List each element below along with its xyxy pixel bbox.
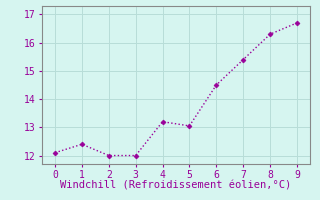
- X-axis label: Windchill (Refroidissement éolien,°C): Windchill (Refroidissement éolien,°C): [60, 181, 292, 191]
